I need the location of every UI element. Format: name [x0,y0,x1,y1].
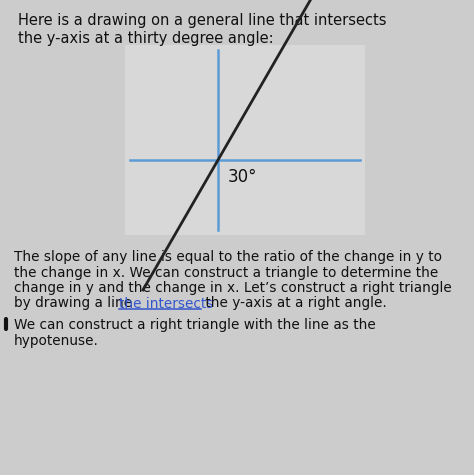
Bar [125,45,365,235]
Text: by drawing a line: by drawing a line [14,296,137,311]
Text: the y-axis at a thirty degree angle:: the y-axis at a thirty degree angle: [18,31,273,46]
Text: The slope of any line is equal to the ratio of the change in y to: The slope of any line is equal to the ra… [14,250,442,264]
Text: the intersects: the intersects [119,296,213,311]
Text: change in y and the change in x. Let’s construct a right triangle: change in y and the change in x. Let’s c… [14,281,452,295]
Text: We can construct a right triangle with the line as the: We can construct a right triangle with t… [14,318,376,332]
Text: the y-axis at a right angle.: the y-axis at a right angle. [201,296,386,311]
Text: hypotenuse.: hypotenuse. [14,333,99,348]
Text: the change in x. We can construct a triangle to determine the: the change in x. We can construct a tria… [14,266,438,279]
Text: Here is a drawing on a general line that intersects: Here is a drawing on a general line that… [18,13,386,28]
Text: 30°: 30° [228,168,257,186]
